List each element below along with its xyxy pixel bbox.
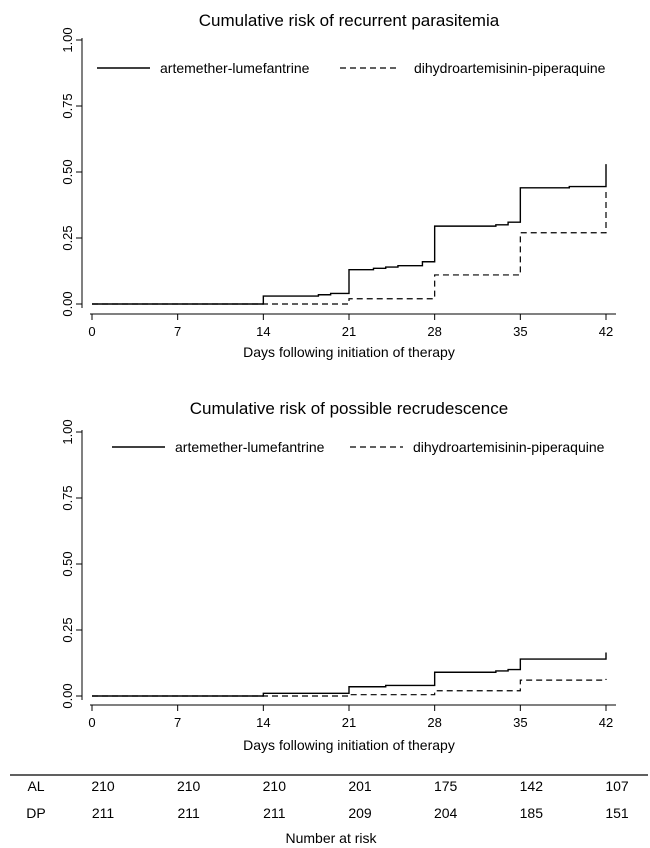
x-tick-label: 42 xyxy=(599,715,613,730)
x-tick-label: 7 xyxy=(174,715,181,730)
y-tick-label: 1.00 xyxy=(60,27,75,52)
risk-cell: 175 xyxy=(434,778,458,794)
y-tick-label: 0.25 xyxy=(60,617,75,642)
chart-panel-2: Cumulative risk of possible recrudescenc… xyxy=(190,399,508,753)
series-line-dihydroartemisinin-piperaquine xyxy=(92,678,607,697)
risk-table: Number at risk xyxy=(10,774,648,846)
series-line-artemether-lumefantrine xyxy=(92,164,607,305)
y-tick-label: 0.00 xyxy=(60,683,75,708)
x-tick-label: 28 xyxy=(427,715,441,730)
x-tick-label: 42 xyxy=(599,324,613,339)
x-tick-label: 21 xyxy=(342,324,356,339)
risk-cell: 210 xyxy=(177,778,201,794)
risk-cell: 151 xyxy=(605,805,629,821)
y-tick-label: 1.00 xyxy=(60,419,75,444)
series-line-artemether-lumefantrine xyxy=(92,652,607,697)
risk-cell: 211 xyxy=(92,805,115,821)
legend-label: dihydroartemisinin-piperaquine xyxy=(413,439,605,455)
risk-cell: 211 xyxy=(178,805,201,821)
risk-cell: 201 xyxy=(348,778,372,794)
risk-cell: 209 xyxy=(348,805,372,821)
x-tick-label: 0 xyxy=(88,324,95,339)
chart-title: Cumulative risk of recurrent parasitemia xyxy=(199,11,500,30)
risk-cell: 210 xyxy=(263,778,287,794)
risk-cell: 185 xyxy=(520,805,544,821)
risk-cell: 204 xyxy=(434,805,458,821)
y-tick-label: 0.00 xyxy=(60,291,75,316)
x-axis-label: Days following initiation of therapy xyxy=(243,344,455,360)
x-tick-label: 35 xyxy=(513,324,527,339)
x-tick-label: 35 xyxy=(513,715,527,730)
risk-row-label: DP xyxy=(26,805,45,821)
chart-title: Cumulative risk of possible recrudescenc… xyxy=(190,399,508,418)
y-tick-label: 0.25 xyxy=(60,225,75,250)
risk-cell: 211 xyxy=(263,805,286,821)
y-tick-label: 0.75 xyxy=(60,93,75,118)
risk-cell: 210 xyxy=(91,778,115,794)
x-tick-label: 28 xyxy=(427,324,441,339)
x-tick-label: 0 xyxy=(88,715,95,730)
chart-panel-1: Cumulative risk of recurrent parasitemia… xyxy=(199,11,500,360)
series-line-dihydroartemisinin-piperaquine xyxy=(92,190,607,305)
y-tick-label: 0.50 xyxy=(60,551,75,576)
legend-label: dihydroartemisinin-piperaquine xyxy=(414,60,606,76)
x-tick-label: 14 xyxy=(256,324,270,339)
risk-cell: 142 xyxy=(520,778,544,794)
legend-label: artemether-lumefantrine xyxy=(175,439,325,455)
risk-cell: 107 xyxy=(605,778,629,794)
risk-row-label: AL xyxy=(27,778,44,794)
y-tick-label: 0.75 xyxy=(60,485,75,510)
y-tick-label: 0.50 xyxy=(60,159,75,184)
x-tick-label: 21 xyxy=(342,715,356,730)
risk-table-title: Number at risk xyxy=(285,830,377,846)
legend-label: artemether-lumefantrine xyxy=(160,60,310,76)
x-tick-label: 14 xyxy=(256,715,270,730)
x-axis-label: Days following initiation of therapy xyxy=(243,737,455,753)
x-tick-label: 7 xyxy=(174,324,181,339)
